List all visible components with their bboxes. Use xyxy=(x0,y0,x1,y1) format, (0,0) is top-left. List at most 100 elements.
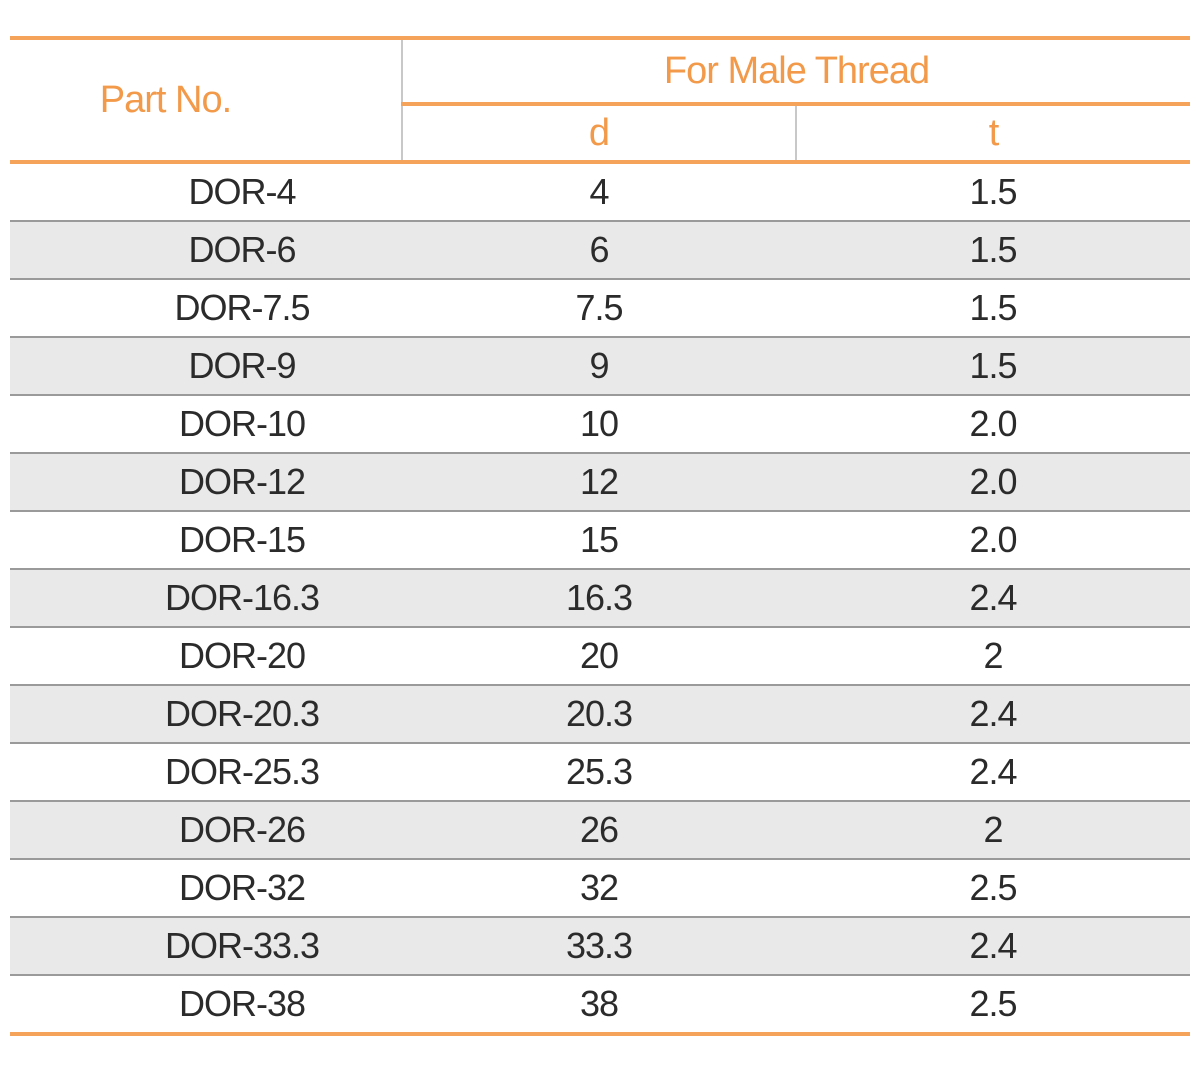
d-cell-value: 12 xyxy=(579,461,619,502)
part-no-cell-value: DOR-12 xyxy=(178,461,306,502)
part-no-cell-value: DOR-4 xyxy=(188,171,296,212)
table-row: DOR-15 15 2.0 xyxy=(10,511,1191,570)
part-no-cell: DOR-20.3 xyxy=(10,685,402,744)
part-no-cell-value: DOR-6 xyxy=(188,229,296,270)
part-no-cell: DOR-4 xyxy=(10,162,402,222)
t-cell: 1.5 xyxy=(796,221,1191,280)
t-cell-value: 2.5 xyxy=(969,867,1017,908)
t-cell: 2.5 xyxy=(796,859,1191,918)
header-group-label: For Male Thread xyxy=(663,49,930,92)
part-no-cell: DOR-26 xyxy=(10,801,402,860)
table-header: Part No. For Male Thread d t xyxy=(10,36,1191,164)
part-no-cell-value: DOR-15 xyxy=(178,519,306,560)
part-no-cell-value: DOR-9 xyxy=(188,345,296,386)
header-for-male-thread: For Male Thread xyxy=(402,36,1191,106)
t-cell-value: 2.0 xyxy=(969,461,1017,502)
part-no-cell-value: DOR-20 xyxy=(178,635,306,676)
d-cell: 10 xyxy=(402,395,796,454)
t-cell-value: 1.5 xyxy=(969,287,1017,328)
table-row: DOR-4 4 1.5 xyxy=(10,162,1191,222)
table-row: DOR-20 20 2 xyxy=(10,627,1191,686)
part-no-cell-value: DOR-38 xyxy=(178,983,306,1024)
d-cell: 20 xyxy=(402,627,796,686)
part-no-cell-value: DOR-26 xyxy=(178,809,306,850)
table-row: DOR-16.3 16.3 2.4 xyxy=(10,569,1191,628)
part-no-cell-value: DOR-33.3 xyxy=(164,925,320,966)
table-row: DOR-33.3 33.3 2.4 xyxy=(10,917,1191,976)
d-cell-value: 20.3 xyxy=(565,693,633,734)
d-cell-value: 33.3 xyxy=(565,925,633,966)
d-cell-value: 7.5 xyxy=(575,287,623,328)
part-no-cell: DOR-33.3 xyxy=(10,917,402,976)
t-cell: 2 xyxy=(796,801,1191,860)
header-part-no: Part No. xyxy=(10,36,403,164)
part-no-cell-value: DOR-7.5 xyxy=(174,287,310,328)
part-no-cell: DOR-9 xyxy=(10,337,402,396)
t-cell-value: 2.4 xyxy=(969,751,1017,792)
part-no-cell: DOR-10 xyxy=(10,395,402,454)
d-cell: 20.3 xyxy=(402,685,796,744)
t-cell: 1.5 xyxy=(796,162,1191,222)
d-cell: 7.5 xyxy=(402,279,796,338)
t-cell-value: 1.5 xyxy=(969,229,1017,270)
d-cell: 25.3 xyxy=(402,743,796,802)
table-row: DOR-38 38 2.5 xyxy=(10,975,1191,1036)
t-cell-value: 2.4 xyxy=(969,693,1017,734)
part-no-cell: DOR-20 xyxy=(10,627,402,686)
part-no-cell-value: DOR-25.3 xyxy=(164,751,320,792)
t-cell-value: 1.5 xyxy=(969,345,1017,386)
part-no-cell: DOR-15 xyxy=(10,511,402,570)
t-cell: 2.0 xyxy=(796,453,1191,512)
t-cell-value: 2.5 xyxy=(969,983,1017,1024)
d-cell-value: 26 xyxy=(579,809,619,850)
header-t-label: t xyxy=(988,111,1000,154)
header-d-label: d xyxy=(588,111,610,154)
t-cell: 2.4 xyxy=(796,685,1191,744)
table-body: DOR-4 4 1.5 DOR-6 6 1.5 DOR-7.5 7.5 1.5 DOR-9 9 1.5… xyxy=(10,162,1191,1036)
table-row: DOR-26 26 2 xyxy=(10,801,1191,860)
table-row: DOR-32 32 2.5 xyxy=(10,859,1191,918)
d-cell-value: 10 xyxy=(579,403,619,444)
t-cell-value: 1.5 xyxy=(969,171,1017,212)
d-cell: 9 xyxy=(402,337,796,396)
header-row-sub: d t xyxy=(10,104,1191,164)
table-row: DOR-7.5 7.5 1.5 xyxy=(10,279,1191,338)
d-cell: 38 xyxy=(402,975,796,1036)
d-cell: 4 xyxy=(402,162,796,222)
part-no-cell-value: DOR-10 xyxy=(178,403,306,444)
t-cell: 2.5 xyxy=(796,975,1191,1036)
t-cell: 2.4 xyxy=(796,917,1191,976)
d-cell: 32 xyxy=(402,859,796,918)
t-cell-value: 2.4 xyxy=(969,925,1017,966)
header-d: d xyxy=(402,104,797,164)
d-cell: 33.3 xyxy=(402,917,796,976)
d-cell-value: 4 xyxy=(589,171,609,212)
part-no-cell-value: DOR-32 xyxy=(178,867,306,908)
t-cell-value: 2.0 xyxy=(969,403,1017,444)
header-part-no-label: Part No. xyxy=(99,78,232,121)
table-row: DOR-12 12 2.0 xyxy=(10,453,1191,512)
table-row: DOR-6 6 1.5 xyxy=(10,221,1191,280)
d-cell-value: 9 xyxy=(589,345,609,386)
d-cell: 15 xyxy=(402,511,796,570)
table-row: DOR-20.3 20.3 2.4 xyxy=(10,685,1191,744)
part-no-cell: DOR-7.5 xyxy=(10,279,402,338)
d-cell: 12 xyxy=(402,453,796,512)
d-cell: 26 xyxy=(402,801,796,860)
t-cell: 1.5 xyxy=(796,279,1191,338)
part-no-cell-value: DOR-16.3 xyxy=(164,577,320,618)
part-no-cell: DOR-12 xyxy=(10,453,402,512)
t-cell-value: 2.0 xyxy=(969,519,1017,560)
header-t: t xyxy=(796,104,1191,164)
d-cell-value: 20 xyxy=(579,635,619,676)
table-row: DOR-25.3 25.3 2.4 xyxy=(10,743,1191,802)
d-cell-value: 25.3 xyxy=(565,751,633,792)
part-no-cell: DOR-16.3 xyxy=(10,569,402,628)
part-no-cell: DOR-25.3 xyxy=(10,743,402,802)
d-cell-value: 16.3 xyxy=(565,577,633,618)
part-no-cell-value: DOR-20.3 xyxy=(164,693,320,734)
d-cell: 6 xyxy=(402,221,796,280)
table-row: DOR-10 10 2.0 xyxy=(10,395,1191,454)
part-no-cell: DOR-32 xyxy=(10,859,402,918)
d-cell-value: 32 xyxy=(579,867,619,908)
